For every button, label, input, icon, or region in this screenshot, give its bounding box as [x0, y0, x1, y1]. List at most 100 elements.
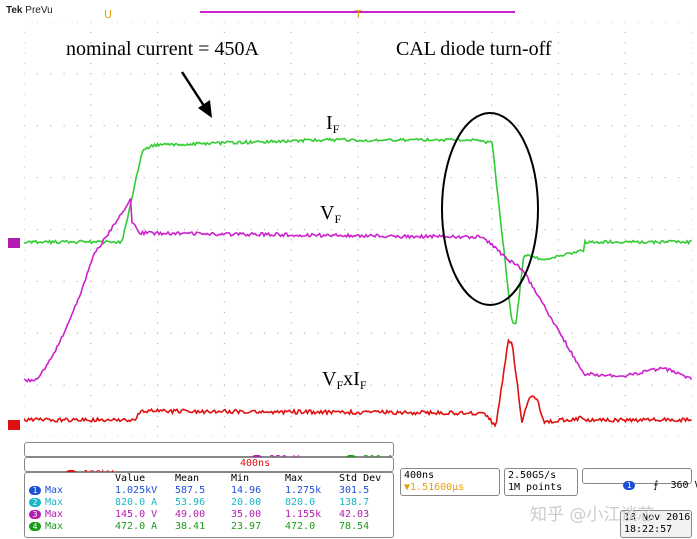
grid-dot [304, 73, 305, 74]
grid-dot [117, 177, 118, 178]
grid-dot [691, 94, 692, 95]
grid-dot [157, 281, 158, 282]
grid-dot [558, 405, 559, 406]
meas-cell-value: 1.025kV [115, 485, 157, 496]
grid-dot [451, 177, 452, 178]
grid-dot [224, 208, 225, 209]
grid-dot [411, 281, 412, 282]
grid-dot [558, 63, 559, 64]
grid-dot [625, 73, 626, 74]
grid-dot [344, 333, 345, 334]
grid-dot [224, 32, 225, 33]
grid-dot [678, 281, 679, 282]
grid-dot [585, 436, 586, 437]
timebase-box[interactable]: 400ns ▼1.51600µs [400, 468, 500, 496]
grid-dot [651, 73, 652, 74]
grid-dot [611, 73, 612, 74]
grid-dot [558, 239, 559, 240]
grid-dot [157, 343, 158, 344]
grid-dot [691, 32, 692, 33]
grid-dot [317, 385, 318, 386]
grid-dot [344, 73, 345, 74]
grid-dot [277, 385, 278, 386]
grid-dot [558, 94, 559, 95]
grid-dot [491, 239, 492, 240]
grid-dot [558, 322, 559, 323]
grid-dot [611, 229, 612, 230]
grid-dot [411, 385, 412, 386]
grid-dot [237, 436, 238, 437]
grid-dot [170, 436, 171, 437]
meas-cell-value: 472.0 A [115, 521, 157, 532]
grid-dot [197, 229, 198, 230]
grid-dot [157, 395, 158, 396]
grid-dot [544, 229, 545, 230]
grid-dot [598, 229, 599, 230]
grid-dot [491, 94, 492, 95]
grid-dot [558, 125, 559, 126]
grid-dot [77, 177, 78, 178]
grid-dot [424, 416, 425, 417]
grid-dot [651, 22, 652, 23]
grid-dot [558, 353, 559, 354]
grid-dot [424, 333, 425, 334]
grid-dot [424, 374, 425, 375]
grid-dot [558, 146, 559, 147]
grid-dot [625, 42, 626, 43]
grid-dot [264, 125, 265, 126]
grid-dot [531, 73, 532, 74]
grid-dot [491, 312, 492, 313]
grid-dot [544, 177, 545, 178]
grid-dot [438, 125, 439, 126]
grid-dot [170, 22, 171, 23]
grid-dot [24, 436, 25, 437]
grid-dot [90, 270, 91, 271]
grid-dot [665, 385, 666, 386]
grid-dot [611, 333, 612, 334]
grid-dot [411, 333, 412, 334]
grid-dot [237, 333, 238, 334]
grid-dot [224, 22, 225, 23]
trigger-channel-icon: 1 [623, 481, 635, 490]
grid-dot [691, 198, 692, 199]
meas-header: Std Dev [339, 473, 381, 484]
grid-dot [424, 250, 425, 251]
grid-dot [625, 426, 626, 427]
trigger-box[interactable]: 1 ⨍ 360 V [582, 468, 692, 484]
grid-dot [384, 281, 385, 282]
grid-dot [197, 73, 198, 74]
grid-dot [691, 146, 692, 147]
grid-dot [558, 312, 559, 313]
grid-dot [651, 385, 652, 386]
grid-dot [37, 177, 38, 178]
grid-dot [157, 167, 158, 168]
grid-dot [464, 436, 465, 437]
grid-dot [691, 177, 692, 178]
grid-dot [491, 281, 492, 282]
grid-dot [90, 364, 91, 365]
grid-dot [625, 436, 626, 437]
grid-dot [224, 219, 225, 220]
grid-dot [424, 146, 425, 147]
grid-dot [291, 136, 292, 137]
grid-dot [585, 22, 586, 23]
grid-dot [130, 281, 131, 282]
grid-dot [50, 125, 51, 126]
acquisition-box[interactable]: 2.50GS/s 1M points [504, 468, 578, 496]
grid-dot [411, 229, 412, 230]
grid-dot [224, 63, 225, 64]
nominal-current-label: nominal current = 450A [66, 38, 259, 61]
grid-dot [357, 63, 358, 64]
grid-dot [504, 385, 505, 386]
grid-dot [90, 426, 91, 427]
grid-dot [24, 281, 25, 282]
grid-dot [357, 270, 358, 271]
grid-dot [157, 333, 158, 334]
power-label-mid: xI [343, 368, 360, 390]
grid-dot [491, 385, 492, 386]
grid-dot [304, 385, 305, 386]
grid-dot [625, 333, 626, 334]
grid-dot [157, 73, 158, 74]
grid-dot [317, 281, 318, 282]
grid-dot [625, 353, 626, 354]
